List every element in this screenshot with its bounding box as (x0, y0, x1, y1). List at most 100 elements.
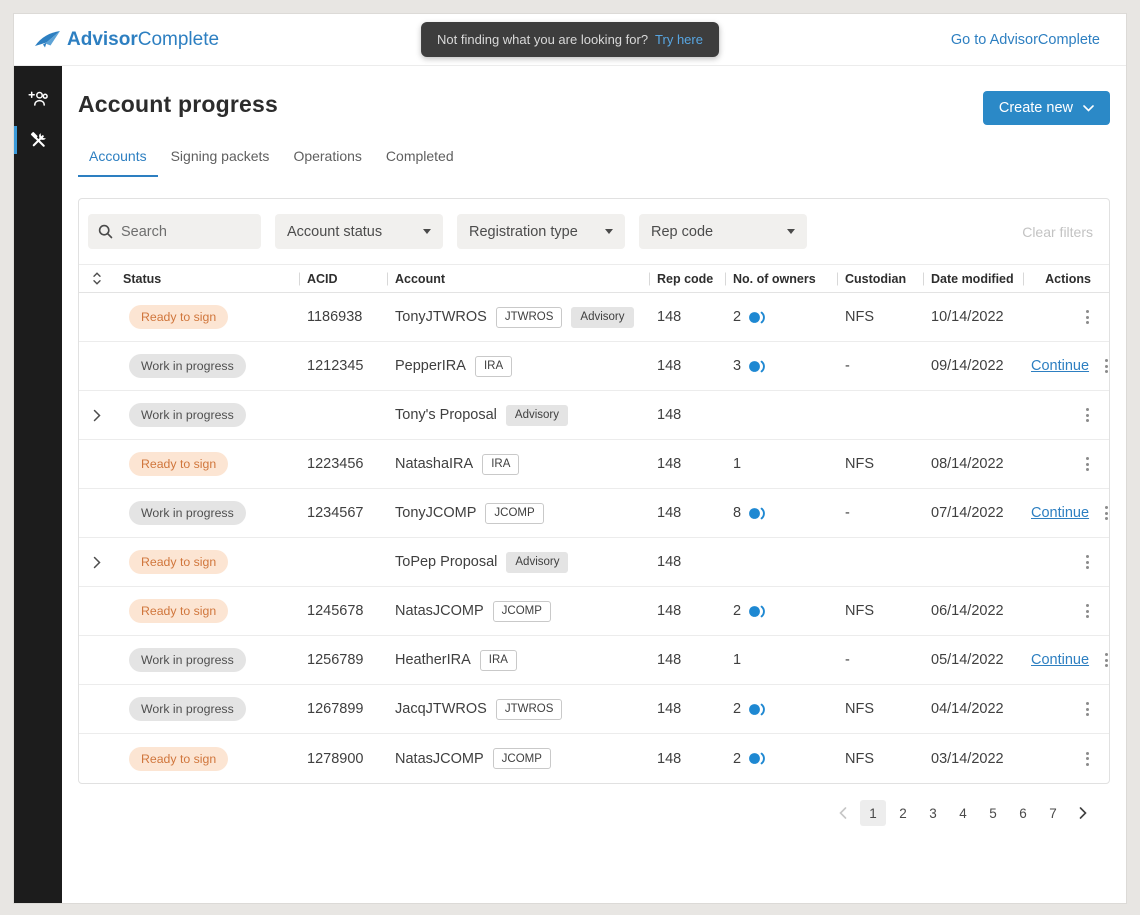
account-tag: IRA (474, 355, 513, 377)
tab-operations[interactable]: Operations (282, 148, 372, 177)
custodian-cell: - (845, 358, 850, 374)
create-new-button[interactable]: Create new (982, 91, 1110, 125)
kebab-menu-icon[interactable] (1083, 600, 1092, 623)
kebab-menu-icon[interactable] (1102, 649, 1111, 672)
account-tags: Advisory (506, 551, 569, 573)
filter-dropdown-registration-type[interactable]: Registration type (457, 214, 625, 249)
kebab-menu-icon[interactable] (1083, 306, 1092, 329)
rep-code-cell: 148 (657, 701, 682, 717)
filter-dropdown-rep-code[interactable]: Rep code (639, 214, 807, 249)
custodian-cell: NFS (845, 456, 874, 472)
pagination-page-5[interactable]: 5 (980, 800, 1006, 826)
chevron-down-icon (423, 229, 431, 234)
go-to-advisorcomplete-link[interactable]: Go to AdvisorComplete (950, 31, 1100, 48)
pagination-page-1[interactable]: 1 (860, 800, 886, 826)
chevron-down-icon (1083, 104, 1094, 112)
account-tag: JCOMP (492, 748, 551, 769)
account-tags: IRA (474, 355, 513, 377)
pagination-page-7[interactable]: 7 (1040, 800, 1066, 826)
acid-cell: 1186938 (307, 309, 363, 325)
kebab-menu-icon[interactable] (1102, 355, 1111, 378)
search-input[interactable] (121, 223, 251, 240)
owners-count: 1 (733, 652, 742, 668)
owners-icon (748, 751, 766, 766)
sidebar-item-tools[interactable] (14, 120, 62, 160)
tab-accounts[interactable]: Accounts (78, 148, 158, 177)
table-row: Ready to sign 1223456 NatashaIRA IRA 148… (79, 440, 1109, 489)
tab-completed[interactable]: Completed (375, 148, 465, 177)
owners-count: 2 (733, 309, 742, 325)
continue-link[interactable]: Continue (1031, 358, 1090, 374)
table-header-row: Status ACID Account Rep code No. of owne… (79, 264, 1109, 293)
column-header-account[interactable]: Account (387, 265, 649, 292)
pagination-next-icon[interactable] (1072, 800, 1094, 826)
pagination-prev-icon[interactable] (832, 800, 854, 826)
table-row: Work in progress 1234567 TonyJCOMP JCOMP… (79, 489, 1109, 538)
pagination-page-4[interactable]: 4 (950, 800, 976, 826)
kebab-menu-icon[interactable] (1083, 747, 1092, 770)
clear-filters-button[interactable]: Clear filters (1022, 223, 1093, 240)
date-modified-cell: 08/14/2022 (931, 456, 1004, 472)
tab-signing-packets[interactable]: Signing packets (160, 148, 281, 177)
tooltip-text: Not finding what you are looking for? (437, 32, 649, 47)
custodian-cell: NFS (845, 603, 874, 619)
sort-toggle-icon[interactable] (79, 265, 115, 292)
status-badge: Ready to sign (129, 452, 229, 476)
continue-link[interactable]: Continue (1031, 505, 1090, 521)
rep-code-cell: 148 (657, 309, 682, 325)
pagination-page-3[interactable]: 3 (920, 800, 946, 826)
chevron-down-icon (787, 229, 795, 234)
kebab-menu-icon[interactable] (1102, 502, 1111, 525)
sidebar-item-add-users[interactable] (14, 78, 62, 118)
owners-count: 8 (733, 505, 742, 521)
status-badge: Work in progress (129, 403, 246, 427)
owners-count: 2 (733, 750, 742, 767)
column-header-rep-code[interactable]: Rep code (649, 265, 725, 292)
rep-code-cell: 148 (657, 652, 682, 668)
account-tag: JTWROS (495, 306, 563, 328)
pagination-page-6[interactable]: 6 (1010, 800, 1036, 826)
date-modified-cell: 03/14/2022 (931, 750, 1004, 767)
continue-link[interactable]: Continue (1031, 652, 1090, 668)
status-badge: Work in progress (129, 648, 246, 672)
column-header-date-modified[interactable]: Date modified (923, 265, 1023, 292)
kebab-menu-icon[interactable] (1083, 551, 1092, 574)
kebab-menu-icon[interactable] (1083, 698, 1092, 721)
date-modified-cell: 09/14/2022 (931, 358, 1004, 374)
logo-plane-icon (34, 30, 61, 49)
app-logo: AdvisorComplete (34, 29, 219, 51)
column-header-acid[interactable]: ACID (299, 265, 387, 292)
owners-icon (748, 506, 766, 521)
chevron-down-icon (605, 229, 613, 234)
tabs: Accounts Signing packets Operations Complet… (78, 148, 1110, 177)
owners-count: 2 (733, 701, 742, 717)
account-tag: JTWROS (495, 698, 563, 720)
account-tags: JCOMP (492, 748, 551, 769)
expand-row-icon[interactable] (93, 556, 101, 569)
pagination-page-2[interactable]: 2 (890, 800, 916, 826)
rep-code-cell: 148 (657, 603, 682, 619)
account-tags: IRA (479, 649, 517, 671)
rep-code-cell: 148 (657, 505, 682, 521)
date-modified-cell: 07/14/2022 (931, 505, 1004, 521)
dropdown-label: Registration type (469, 223, 578, 240)
acid-cell: 1245678 (307, 603, 364, 619)
acid-cell: 1212345 (307, 358, 364, 374)
column-header-custodian[interactable]: Custodian (837, 265, 923, 292)
kebab-menu-icon[interactable] (1083, 453, 1092, 476)
custodian-cell: - (845, 505, 850, 521)
table-row: Work in progress Tony's Proposal Advisor… (79, 391, 1109, 440)
table-row: Ready to sign 1245678 NatasJCOMP JCOMP 1… (79, 587, 1109, 636)
account-name: Tony's Proposal (395, 407, 497, 423)
search-input-wrapper (88, 214, 261, 249)
kebab-menu-icon[interactable] (1083, 404, 1092, 427)
rep-code-cell: 148 (657, 750, 682, 767)
expand-row-icon[interactable] (93, 409, 101, 422)
status-badge: Work in progress (129, 354, 246, 378)
filter-dropdown-account-status[interactable]: Account status (275, 214, 443, 249)
try-here-link[interactable]: Try here (655, 32, 703, 47)
custodian-cell: NFS (845, 309, 874, 325)
column-header-status[interactable]: Status (123, 271, 162, 286)
column-header-owners[interactable]: No. of owners (725, 265, 837, 292)
